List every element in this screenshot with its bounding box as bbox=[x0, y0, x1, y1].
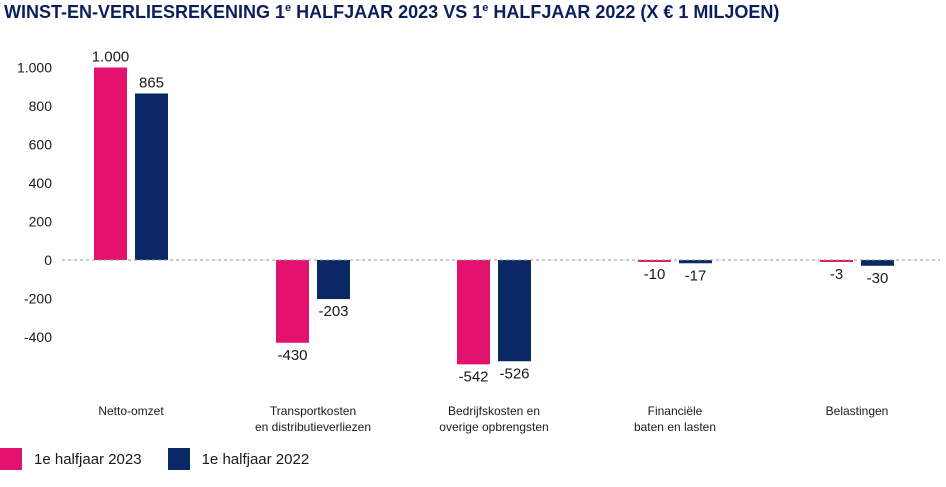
bar-2022-1 bbox=[317, 260, 350, 300]
legend: 1e halfjaar 2023 1e halfjaar 2022 bbox=[0, 448, 335, 470]
bar-2023-1 bbox=[276, 260, 309, 343]
bar-2022-0 bbox=[135, 93, 168, 260]
data-label: -17 bbox=[685, 267, 707, 284]
y-tick-label: 0 bbox=[44, 252, 52, 268]
title-main: WINST-EN-VERLIESREKENING 1 bbox=[4, 2, 286, 22]
data-label: 1.000 bbox=[92, 49, 130, 66]
bar-2023-3 bbox=[638, 260, 671, 262]
data-label: -30 bbox=[867, 270, 889, 287]
bar-2022-4 bbox=[861, 260, 894, 266]
y-tick-label: 600 bbox=[29, 137, 53, 153]
category-label: Transportkosten en distributieverliezen bbox=[255, 404, 371, 434]
legend-swatch-2022 bbox=[167, 448, 190, 470]
chart-title: WINST-EN-VERLIESREKENING 1e HALFJAAR 202… bbox=[4, 2, 779, 23]
legend-label-2023: 1e halfjaar 2023 bbox=[34, 450, 142, 468]
data-label: -542 bbox=[458, 368, 488, 385]
bar-2022-3 bbox=[679, 260, 712, 264]
bar-2022-2 bbox=[498, 260, 531, 362]
title-sup-1: e bbox=[285, 2, 292, 14]
bar-2023-4 bbox=[820, 260, 853, 262]
legend-label-2022: 1e halfjaar 2022 bbox=[201, 450, 310, 468]
y-tick-label: 400 bbox=[29, 175, 53, 191]
y-tick-label: -400 bbox=[24, 329, 52, 345]
y-tick-label: 200 bbox=[29, 214, 53, 230]
bar-2023-0 bbox=[94, 67, 127, 260]
category-label: Financiële baten en lasten bbox=[634, 404, 716, 434]
data-label: -430 bbox=[277, 347, 307, 364]
data-labels: 1.000 -430 -542 -10 -3 865 -203 -526 -17 -30 bbox=[92, 49, 889, 386]
y-tick-label: -200 bbox=[24, 291, 52, 307]
y-tick-label: 1.000 bbox=[17, 60, 52, 76]
y-tick-label: 800 bbox=[29, 98, 53, 114]
data-label: -203 bbox=[318, 303, 348, 320]
y-axis: 1.000 800 600 400 200 0 -200 -400 bbox=[17, 60, 52, 346]
category-label: Belastingen bbox=[826, 404, 889, 418]
data-label: -3 bbox=[830, 266, 843, 283]
category-label: Netto-omzet bbox=[98, 404, 164, 418]
data-label: 865 bbox=[139, 74, 164, 91]
data-label: -10 bbox=[644, 266, 666, 283]
title-mid: HALFJAAR 2023 VS 1 bbox=[291, 2, 483, 22]
category-labels: Netto-omzet Transportkosten en distributie… bbox=[98, 404, 888, 434]
data-label: -526 bbox=[499, 365, 529, 382]
title-end: HALFJAAR 2022 (X € 1 MILJOEN) bbox=[488, 2, 780, 22]
bar-2023-2 bbox=[457, 260, 490, 365]
category-label: Bedrijfskosten en overige opbrengsten bbox=[439, 404, 548, 434]
bars bbox=[94, 67, 894, 365]
title-sup-2: e bbox=[482, 2, 489, 14]
legend-item-2023: 1e halfjaar 2023 bbox=[0, 448, 142, 470]
legend-swatch-2023 bbox=[0, 448, 22, 470]
legend-item-2022: 1e halfjaar 2022 bbox=[167, 448, 310, 470]
